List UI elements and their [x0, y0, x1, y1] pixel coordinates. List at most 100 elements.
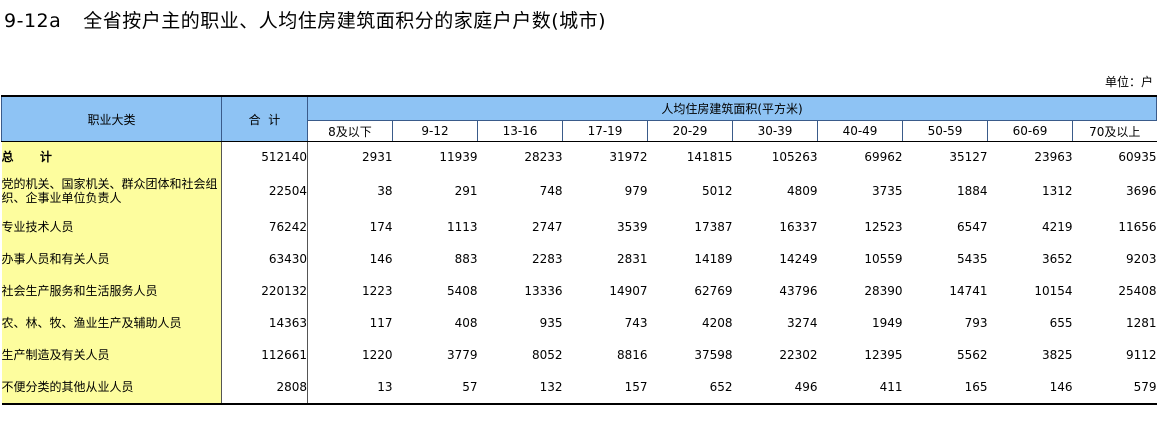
table-cell: 4219 — [1041, 220, 1073, 234]
table-cell: 2747 — [531, 220, 563, 234]
row-total: 22504 — [221, 171, 308, 211]
table-cell: 935 — [539, 316, 563, 330]
header-column: 30-39 — [732, 120, 818, 142]
table-cell: 5408 — [446, 284, 478, 298]
header-column: 40-49 — [817, 120, 903, 142]
table-cell: 10154 — [1034, 284, 1073, 298]
header-category: 职业大类 — [1, 95, 222, 142]
table-cell: 11656 — [1118, 220, 1157, 234]
table-cell: 1113 — [446, 220, 478, 234]
table-cell: 38 — [377, 184, 393, 198]
table-row: 社会生产服务和生活服务人员 220132 1223 5408 13336 14907 627… — [1, 275, 1157, 307]
table-cell: 23963 — [1034, 149, 1073, 164]
row-label: 社会生产服务和生活服务人员 — [1, 275, 222, 307]
table-cell: 13336 — [524, 284, 563, 298]
table-cell: 165 — [902, 371, 988, 405]
table-cell: 2283 — [531, 252, 563, 266]
table-cell: 117 — [369, 316, 393, 330]
table-cell: 655 — [1049, 316, 1073, 330]
table-cell: 883 — [454, 252, 478, 266]
page-title: 9-12a 全省按户主的职业、人均住房建筑面积分的家庭户户数(城市) — [4, 6, 606, 33]
table-cell: 3274 — [786, 316, 818, 330]
table-cell: 411 — [817, 371, 903, 405]
table-cell: 14907 — [609, 284, 648, 298]
table-cell: 25408 — [1118, 284, 1157, 298]
table-cell: 793 — [964, 316, 988, 330]
table-row: 生产制造及有关人员 112661 1220 3779 8052 8816 37598 2230… — [1, 339, 1157, 371]
table-cell: 105263 — [771, 149, 818, 164]
table-row: 办事人员和有关人员 63430 146 883 2283 2831 14189 14249 10… — [1, 243, 1157, 275]
header-column: 17-19 — [562, 120, 648, 142]
table-row: 专业技术人员 76242 174 1113 2747 3539 17387 16337 1252… — [1, 211, 1157, 243]
row-label: 生产制造及有关人员 — [1, 339, 222, 371]
table-row: 不便分类的其他从业人员 2808 13 57 132 157 652 496 411 165 146… — [1, 371, 1157, 405]
row-total: 63430 — [221, 243, 308, 275]
table-cell: 8052 — [531, 348, 563, 362]
row-total: 76242 — [221, 211, 308, 243]
table-cell: 408 — [454, 316, 478, 330]
table-cell: 22302 — [779, 348, 818, 362]
table-cell: 652 — [647, 371, 733, 405]
table-cell: 5012 — [701, 184, 733, 198]
table-body: 总 计 512140 2931 11939 28233 31972 141815 105263… — [1, 141, 1157, 405]
table-cell: 141815 — [686, 149, 733, 164]
row-total: 220132 — [221, 275, 308, 307]
table-cell: 14189 — [694, 252, 733, 266]
header-area-group: 人均住房建筑面积(平方米) — [306, 95, 1157, 121]
table-cell: 1949 — [871, 316, 903, 330]
data-table: 职业大类 合 计 人均住房建筑面积(平方米) 8及以下 9-12 13-16 17-1… — [1, 95, 1157, 405]
row-label: 专业技术人员 — [1, 211, 222, 243]
table-cell: 9203 — [1125, 252, 1157, 266]
table-cell: 3652 — [1041, 252, 1073, 266]
header-columns-row: 8及以下 9-12 13-16 17-19 20-29 30-39 40-49 50-59 60… — [2, 120, 1157, 142]
table-cell: 1312 — [1041, 184, 1073, 198]
table-title: 全省按户主的职业、人均住房建筑面积分的家庭户户数(城市) — [83, 10, 607, 32]
table-cell: 69962 — [864, 149, 903, 164]
table-cell: 8816 — [616, 348, 648, 362]
table-cell: 12523 — [864, 220, 903, 234]
table-cell: 35127 — [949, 149, 988, 164]
table-cell: 13 — [307, 371, 393, 405]
header-column: 50-59 — [902, 120, 988, 142]
row-total: 2808 — [221, 371, 308, 405]
table-cell: 11939 — [439, 149, 478, 164]
table-cell: 28233 — [524, 149, 563, 164]
table-cell: 157 — [562, 371, 648, 405]
row-total: 112661 — [221, 339, 308, 371]
row-label: 办事人员和有关人员 — [1, 243, 222, 275]
row-total: 512140 — [221, 141, 308, 171]
table-cell: 10559 — [864, 252, 903, 266]
table-cell: 1223 — [361, 284, 393, 298]
table-cell: 37598 — [694, 348, 733, 362]
table-cell: 132 — [477, 371, 563, 405]
table-cell: 2931 — [361, 149, 393, 164]
table-cell: 16337 — [779, 220, 818, 234]
table-cell: 5435 — [956, 252, 988, 266]
table-cell: 6547 — [956, 220, 988, 234]
table-cell: 146 — [369, 252, 393, 266]
row-label: 农、林、牧、渔业生产及辅助人员 — [1, 307, 222, 339]
table-cell: 1281 — [1125, 316, 1157, 330]
header-column: 20-29 — [647, 120, 733, 142]
row-label: 党的机关、国家机关、群众团体和社会组织、企事业单位负责人 — [1, 171, 222, 211]
table-cell: 3539 — [616, 220, 648, 234]
header-column: 13-16 — [477, 120, 563, 142]
table-code: 9-12a — [4, 10, 62, 32]
table-row: 总 计 512140 2931 11939 28233 31972 141815 105263… — [1, 141, 1157, 171]
header-column: 9-12 — [392, 120, 478, 142]
table-cell: 12395 — [864, 348, 903, 362]
table-cell: 291 — [454, 184, 478, 198]
table-cell: 979 — [624, 184, 648, 198]
table-cell: 43796 — [779, 284, 818, 298]
table-cell: 579 — [1072, 371, 1157, 405]
table-cell: 2831 — [616, 252, 648, 266]
table-cell: 3735 — [871, 184, 903, 198]
table-cell: 3825 — [1041, 348, 1073, 362]
row-label: 总 计 — [1, 141, 222, 171]
table-cell: 14249 — [779, 252, 818, 266]
table-cell: 748 — [539, 184, 563, 198]
table-cell: 4809 — [786, 184, 818, 198]
table-cell: 3779 — [446, 348, 478, 362]
table-cell: 4208 — [701, 316, 733, 330]
table-cell: 62769 — [694, 284, 733, 298]
